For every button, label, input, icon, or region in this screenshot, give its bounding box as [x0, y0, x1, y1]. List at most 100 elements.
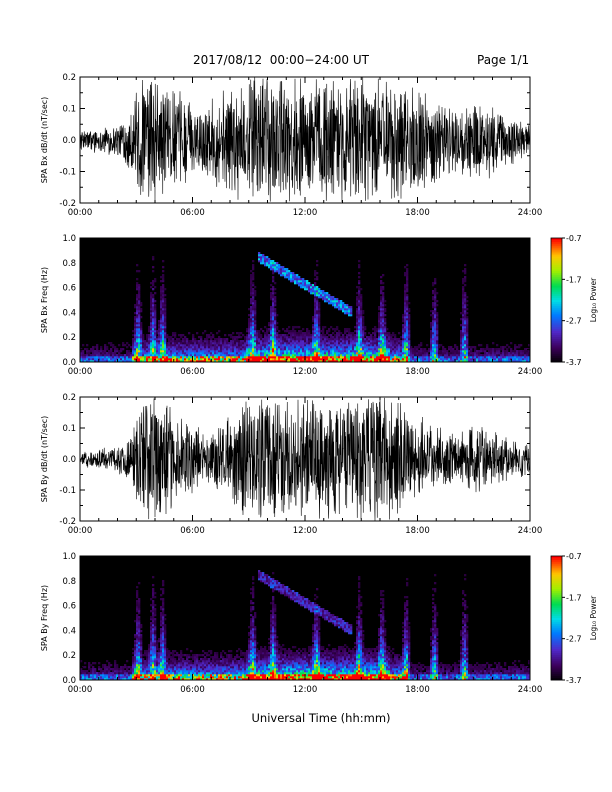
heatmap-cell	[440, 356, 443, 359]
heatmap-cell	[436, 350, 439, 353]
heatmap-cell	[274, 348, 277, 351]
heatmap-cell	[478, 344, 481, 347]
heatmap-cell	[274, 350, 277, 353]
heatmap-cell	[190, 348, 193, 351]
heatmap-cell	[402, 348, 405, 351]
heatmap-cell	[508, 346, 511, 349]
heatmap-cell	[112, 672, 115, 675]
heatmap-cell	[460, 338, 463, 341]
heatmap-cell	[306, 352, 309, 355]
heatmap-cell	[120, 676, 123, 679]
heatmap-cell	[108, 352, 111, 355]
heatmap-cell	[176, 360, 179, 363]
heatmap-cell	[204, 344, 207, 347]
heatmap-cell	[386, 354, 389, 357]
heatmap-cell	[334, 346, 337, 349]
heatmap-cell	[312, 292, 315, 295]
heatmap-cell	[136, 302, 139, 305]
heatmap-cell	[260, 254, 263, 257]
heatmap-cell	[334, 340, 337, 343]
heatmap-cell	[196, 662, 199, 665]
heatmap-cell	[138, 346, 141, 349]
heatmap-cell	[388, 356, 391, 359]
heatmap-cell	[348, 312, 351, 315]
heatmap-cell	[96, 672, 99, 675]
heatmap-cell	[248, 340, 251, 343]
heatmap-cell	[368, 332, 371, 335]
heatmap-cell	[86, 354, 89, 357]
heatmap-cell	[312, 318, 315, 321]
heatmap-cell	[248, 314, 251, 317]
heatmap-cell	[350, 358, 353, 361]
heatmap-cell	[464, 280, 467, 283]
heatmap-cell	[190, 678, 193, 681]
heatmap-cell	[126, 360, 129, 363]
heatmap-cell	[340, 308, 343, 311]
heatmap-cell	[316, 306, 319, 309]
heatmap-cell	[266, 354, 269, 357]
heatmap-cell	[318, 344, 321, 347]
heatmap-cell	[434, 318, 437, 321]
heatmap-cell	[408, 324, 411, 327]
heatmap-cell	[200, 354, 203, 357]
heatmap-cell	[240, 346, 243, 349]
heatmap-cell	[526, 360, 529, 363]
heatmap-cell	[394, 346, 397, 349]
heatmap-cell	[138, 678, 141, 681]
heatmap-cell	[430, 358, 433, 361]
heatmap-cell	[162, 674, 165, 677]
heatmap-cell	[244, 352, 247, 355]
heatmap-cell	[144, 652, 147, 655]
heatmap-cell	[296, 346, 299, 349]
heatmap-cell	[88, 356, 91, 359]
heatmap-cell	[432, 354, 435, 357]
heatmap-cell	[158, 638, 161, 641]
heatmap-cell	[178, 668, 181, 671]
heatmap-cell	[92, 354, 95, 357]
heatmap-cell	[184, 668, 187, 671]
heatmap-cell	[176, 660, 179, 663]
heatmap-cell	[462, 288, 465, 291]
heatmap-cell	[436, 320, 439, 323]
heatmap-cell	[250, 316, 253, 319]
heatmap-cell	[164, 354, 167, 357]
heatmap-cell	[346, 306, 349, 309]
heatmap-cell	[114, 672, 117, 675]
heatmap-cell	[350, 354, 353, 357]
heatmap-cell	[258, 340, 261, 343]
heatmap-cell	[204, 672, 207, 675]
heatmap-cell	[316, 260, 319, 263]
heatmap-cell	[378, 346, 381, 349]
heatmap-cell	[150, 318, 153, 321]
heatmap-cell	[172, 352, 175, 355]
heatmap-cell	[160, 636, 163, 639]
heatmap-cell	[138, 602, 141, 605]
heatmap-cell	[138, 308, 141, 311]
heatmap-cell	[314, 344, 317, 347]
heatmap-cell	[206, 348, 209, 351]
heatmap-cell	[118, 344, 121, 347]
heatmap-cell	[324, 348, 327, 351]
heatmap-cell	[316, 322, 319, 325]
heatmap-cell	[190, 342, 193, 345]
heatmap-cell	[406, 302, 409, 305]
heatmap-cell	[144, 358, 147, 361]
heatmap-cell	[404, 358, 407, 361]
heatmap-cell	[258, 358, 261, 361]
heatmap-cell	[404, 352, 407, 355]
heatmap-cell	[216, 346, 219, 349]
heatmap-cell	[258, 332, 261, 335]
heatmap-cell	[114, 666, 117, 669]
heatmap-cell	[396, 338, 399, 341]
heatmap-cell	[250, 348, 253, 351]
heatmap-cell	[218, 346, 221, 349]
heatmap-cell	[186, 666, 189, 669]
heatmap-cell	[162, 286, 165, 289]
heatmap-cell	[380, 326, 383, 329]
heatmap-cell	[332, 340, 335, 343]
heatmap-cell	[152, 334, 155, 337]
heatmap-cell	[374, 330, 377, 333]
heatmap-cell	[378, 318, 381, 321]
heatmap-cell	[302, 286, 305, 289]
heatmap-cell	[126, 342, 129, 345]
